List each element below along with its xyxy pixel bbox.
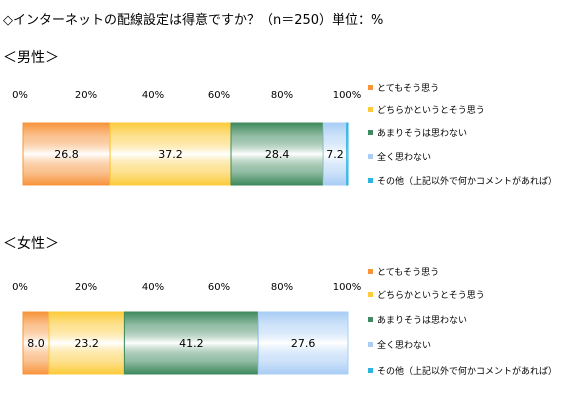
bar-segment — [109, 122, 232, 186]
axis-tick-label: 40% — [142, 90, 164, 101]
legend-swatch — [368, 130, 373, 135]
bar-segment — [22, 311, 50, 375]
legend-label: あまりそうは思わない — [377, 315, 467, 326]
legend-label: とてもそう思う — [377, 267, 439, 278]
legend-label: 全く思わない — [377, 151, 431, 163]
axis-tick-label: 40% — [142, 282, 164, 293]
legend-swatch — [368, 342, 373, 347]
axis-tick-label: 80% — [271, 282, 293, 293]
legend-label: どちらかというとそう思う — [377, 290, 485, 301]
axis-tick-label: 20% — [75, 90, 97, 101]
axis-tick-label: 100% — [333, 90, 362, 101]
bar-segment — [48, 311, 125, 375]
bar-segment — [22, 122, 111, 186]
legend-label: 全く思わない — [377, 339, 431, 351]
legend-label: あまりそうは思わない — [377, 128, 467, 139]
legend-swatch — [368, 85, 373, 90]
data-label: 41.2 — [179, 337, 204, 350]
legend-label: とてもそう思う — [377, 83, 439, 94]
data-label: 8.0 — [27, 337, 45, 350]
axis-tick-label: 60% — [208, 90, 230, 101]
chart-title: ◇インターネットの配線設定は得意ですか？（n＝250）単位：% — [3, 12, 383, 28]
bar-segment — [257, 311, 349, 375]
axis-tick-label: 0% — [12, 282, 28, 293]
legend-label: その他（上記以外で何かコメントがあれば） — [377, 365, 557, 377]
axis-tick-label: 20% — [75, 282, 97, 293]
panel-title: ＜女性＞ — [3, 235, 59, 252]
axis-tick-label: 0% — [12, 90, 28, 101]
legend-swatch — [368, 107, 373, 112]
legend-swatch — [368, 292, 373, 297]
bar-segment — [230, 122, 324, 186]
data-label: 26.8 — [54, 148, 79, 161]
legend-swatch — [368, 178, 373, 183]
data-label: 7.2 — [326, 148, 344, 161]
chart-panel-2: ＜女性＞ 0% 20% 40% 60% 80% 100% 8.0 とてもそう思う 23.2 どちらか… — [3, 235, 557, 377]
data-label: 27.6 — [291, 337, 316, 350]
legend-swatch — [368, 317, 373, 322]
data-label: 28.4 — [265, 148, 290, 161]
axis-tick-label: 80% — [271, 90, 293, 101]
axis-tick-label: 100% — [333, 282, 362, 293]
bar-segment — [346, 122, 349, 186]
legend-swatch — [368, 269, 373, 274]
panel-title: ＜男性＞ — [3, 50, 59, 66]
data-label: 23.2 — [74, 337, 99, 350]
data-label: 37.2 — [158, 148, 183, 161]
axis-tick-label: 60% — [208, 282, 230, 293]
bar-segment — [123, 311, 259, 375]
legend-swatch — [368, 368, 373, 373]
legend-label: その他（上記以外で何かコメントがあれば） — [377, 175, 557, 187]
legend-swatch — [368, 154, 373, 159]
legend-label: どちらかというとそう思う — [377, 105, 485, 116]
chart-panel-1: ＜男性＞ 0% 20% 40% 60% 80% 100% 26.8 とてもそう思う 37.2 どちら… — [3, 50, 557, 187]
